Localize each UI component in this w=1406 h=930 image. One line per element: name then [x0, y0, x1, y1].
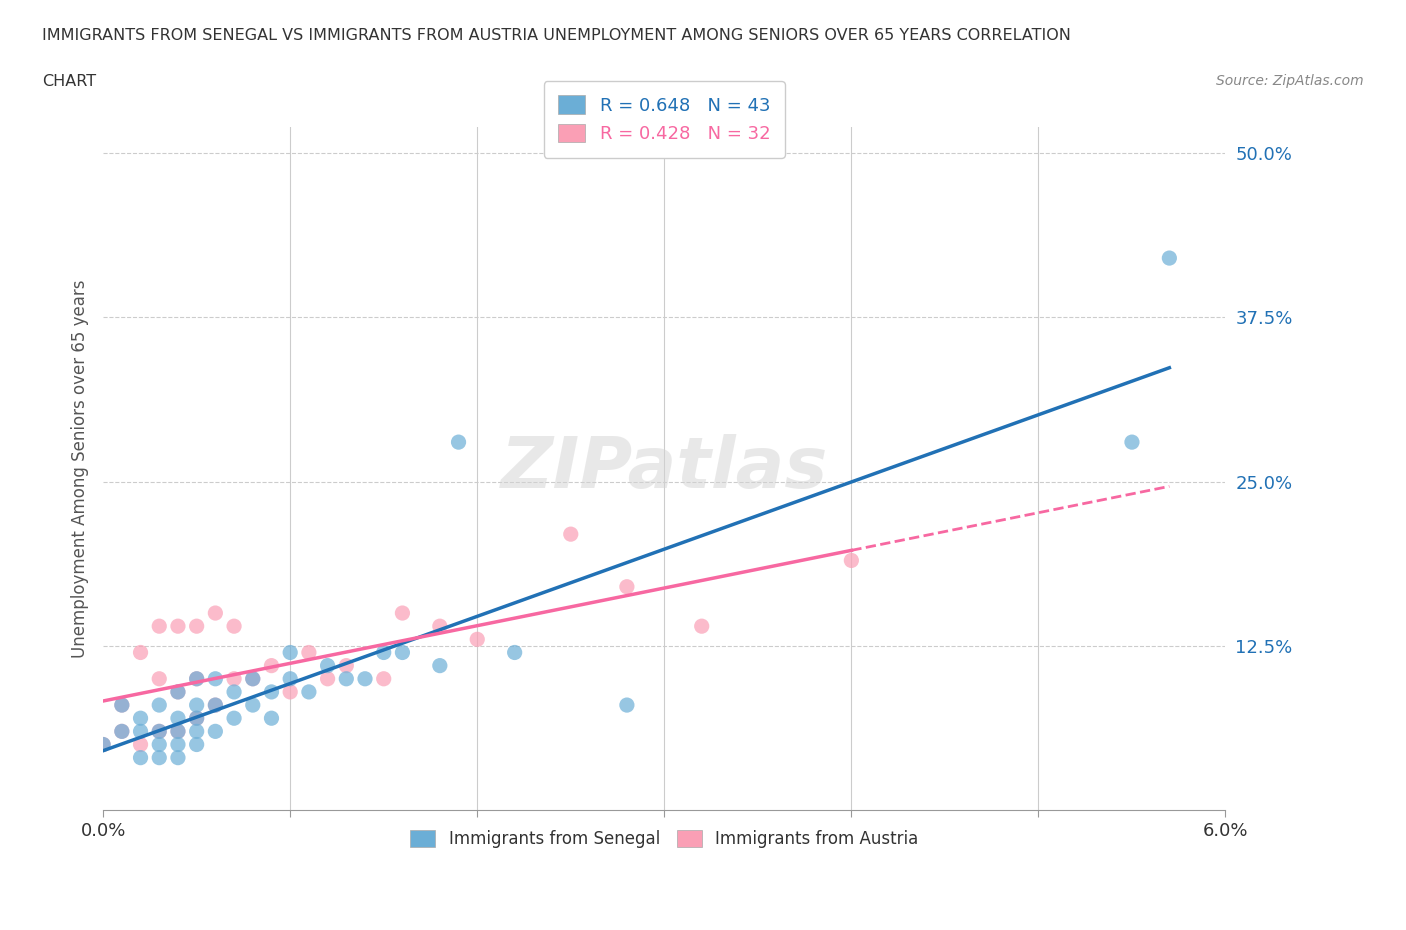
Point — [690, 618, 713, 633]
Point — [186, 711, 208, 725]
Point — [616, 698, 638, 712]
Point — [111, 698, 134, 712]
Point — [186, 737, 208, 752]
Point — [242, 698, 264, 712]
Text: ZIPatlas: ZIPatlas — [501, 434, 828, 503]
Point — [129, 737, 152, 752]
Point — [373, 671, 395, 686]
Legend: Immigrants from Senegal, Immigrants from Austria: Immigrants from Senegal, Immigrants from… — [402, 822, 927, 857]
Point — [354, 671, 377, 686]
Point — [429, 658, 451, 673]
Point — [316, 671, 339, 686]
Point — [167, 684, 190, 699]
Point — [278, 671, 301, 686]
Point — [186, 698, 208, 712]
Point — [167, 711, 190, 725]
Point — [129, 711, 152, 725]
Point — [129, 645, 152, 660]
Point — [148, 724, 170, 738]
Point — [148, 751, 170, 765]
Text: IMMIGRANTS FROM SENEGAL VS IMMIGRANTS FROM AUSTRIA UNEMPLOYMENT AMONG SENIORS OV: IMMIGRANTS FROM SENEGAL VS IMMIGRANTS FR… — [42, 28, 1071, 43]
Point — [204, 671, 226, 686]
Point — [167, 751, 190, 765]
Point — [278, 645, 301, 660]
Point — [129, 724, 152, 738]
Point — [1159, 250, 1181, 265]
Point — [298, 645, 321, 660]
Point — [335, 658, 357, 673]
Point — [260, 658, 283, 673]
Point — [503, 645, 526, 660]
Point — [204, 724, 226, 738]
Point — [204, 698, 226, 712]
Point — [335, 671, 357, 686]
Point — [616, 579, 638, 594]
Point — [186, 711, 208, 725]
Point — [298, 684, 321, 699]
Point — [222, 671, 245, 686]
Point — [1121, 434, 1143, 449]
Point — [260, 684, 283, 699]
Point — [204, 698, 226, 712]
Point — [129, 751, 152, 765]
Point — [222, 684, 245, 699]
Point — [148, 671, 170, 686]
Point — [222, 618, 245, 633]
Point — [222, 711, 245, 725]
Point — [148, 618, 170, 633]
Point — [841, 553, 863, 568]
Text: Source: ZipAtlas.com: Source: ZipAtlas.com — [1216, 74, 1364, 88]
Y-axis label: Unemployment Among Seniors over 65 years: Unemployment Among Seniors over 65 years — [72, 279, 89, 658]
Point — [91, 737, 114, 752]
Point — [167, 724, 190, 738]
Point — [148, 737, 170, 752]
Point — [447, 434, 470, 449]
Point — [260, 711, 283, 725]
Point — [278, 684, 301, 699]
Point — [373, 645, 395, 660]
Text: CHART: CHART — [42, 74, 96, 89]
Point — [91, 737, 114, 752]
Point — [204, 605, 226, 620]
Point — [465, 631, 488, 646]
Point — [167, 618, 190, 633]
Point — [186, 724, 208, 738]
Point — [111, 724, 134, 738]
Point — [391, 645, 413, 660]
Point — [167, 684, 190, 699]
Point — [148, 724, 170, 738]
Point — [186, 618, 208, 633]
Point — [148, 698, 170, 712]
Point — [316, 658, 339, 673]
Point — [111, 698, 134, 712]
Point — [429, 618, 451, 633]
Point — [560, 526, 582, 541]
Point — [242, 671, 264, 686]
Point — [167, 724, 190, 738]
Point — [167, 737, 190, 752]
Point — [186, 671, 208, 686]
Point — [186, 671, 208, 686]
Point — [391, 605, 413, 620]
Point — [111, 724, 134, 738]
Point — [242, 671, 264, 686]
